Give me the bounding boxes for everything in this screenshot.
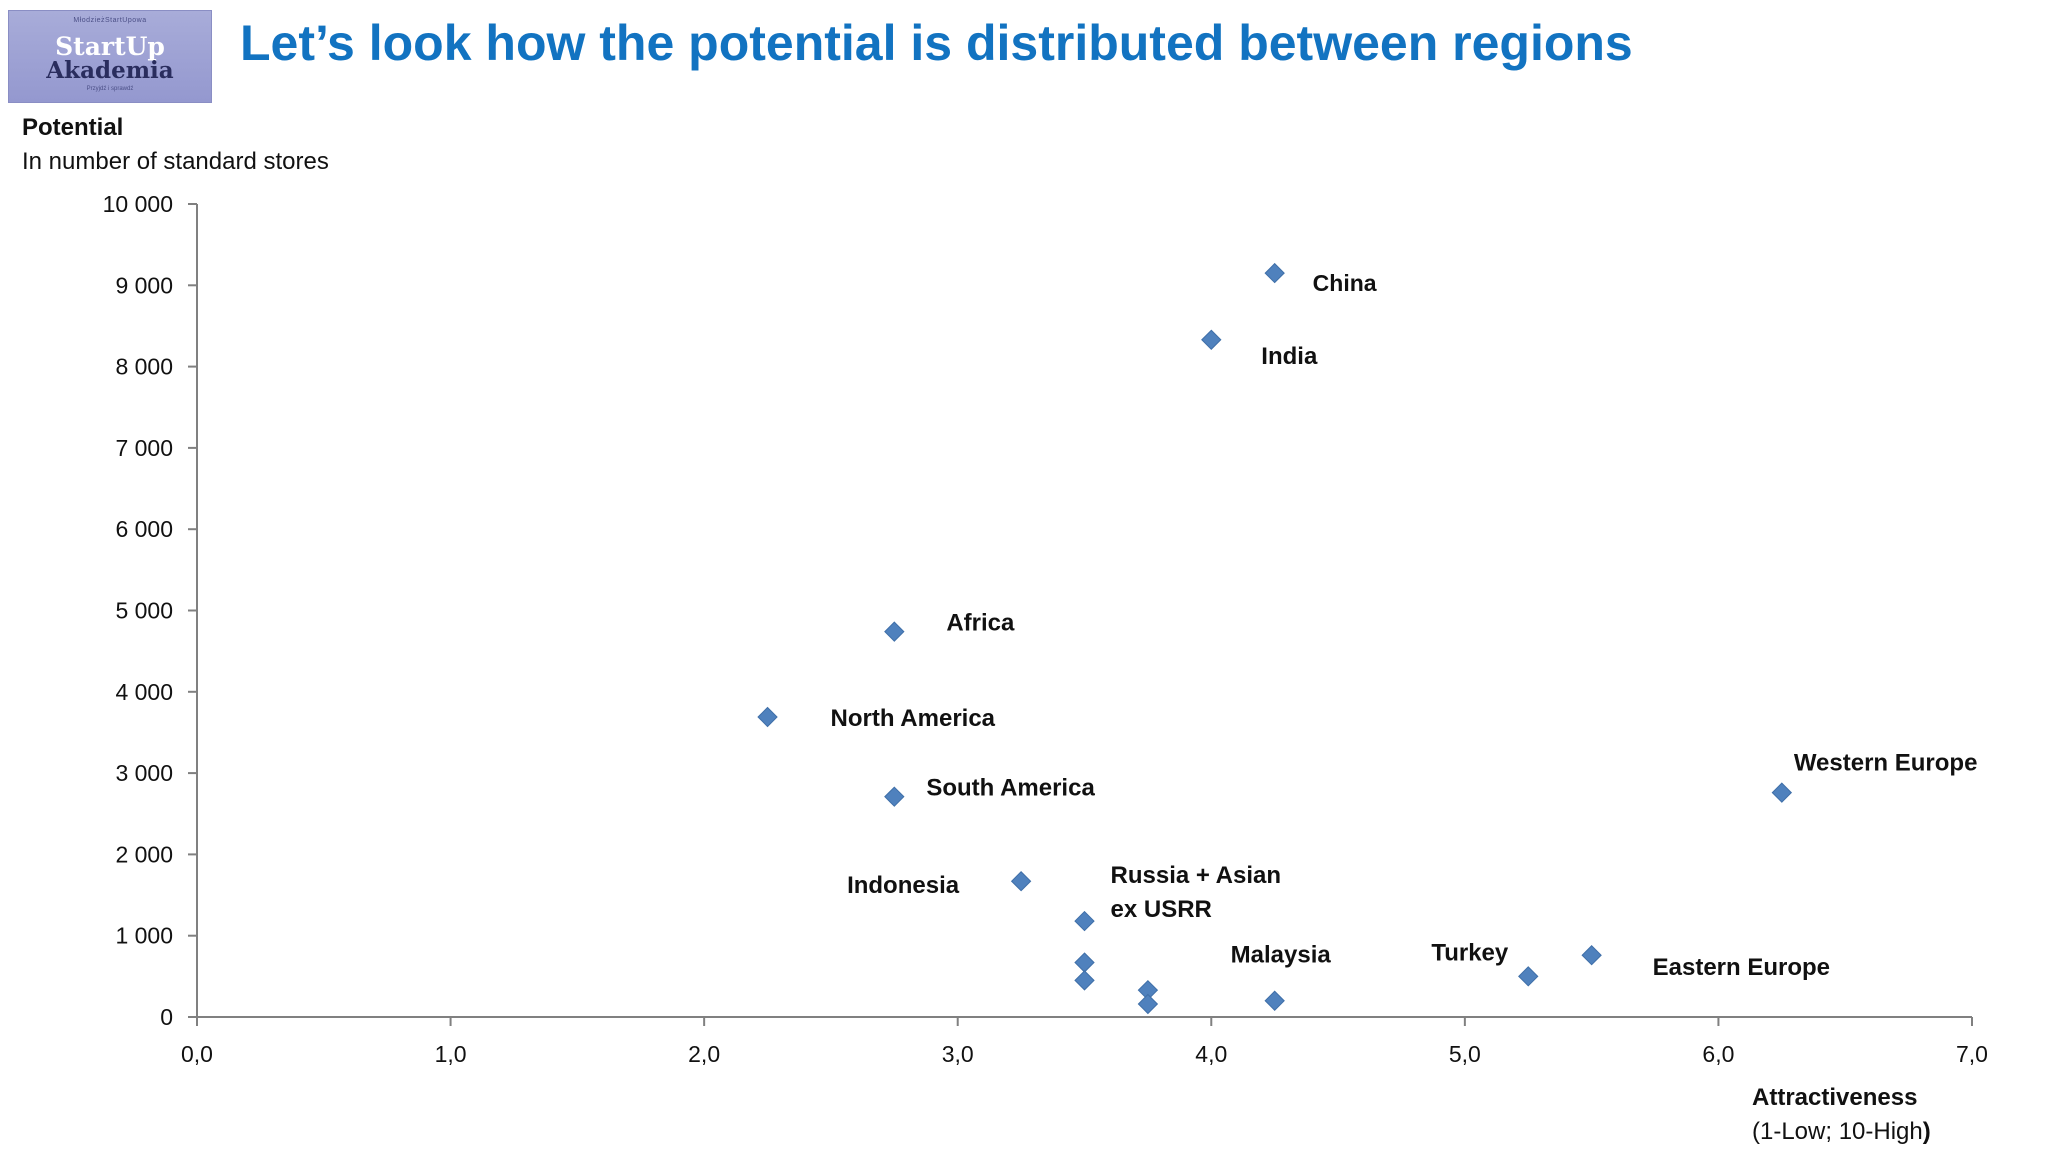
startup-akademia-logo: MłodzieżStartUpowa StartUp Akademia Przy…	[8, 10, 212, 103]
data-point	[1518, 966, 1539, 987]
data-label: South America	[926, 775, 1095, 802]
data-label: India	[1261, 343, 1318, 370]
x-tick-label: 2,0	[688, 1041, 720, 1067]
data-point	[1074, 952, 1095, 973]
y-tick-label: 5 000	[115, 598, 173, 624]
data-point	[1264, 262, 1285, 284]
data-point	[1010, 871, 1032, 892]
data-point	[1771, 782, 1793, 803]
data-label: ex USRR	[1111, 896, 1212, 923]
data-point	[1201, 329, 1222, 350]
data-point	[757, 706, 778, 728]
data-point	[884, 786, 905, 807]
x-axis-subtitle: (1-Low; 10-High)	[1752, 1118, 1931, 1146]
y-axis-subtitle: In number of standard stores	[22, 148, 329, 175]
x-tick-label: 0,0	[181, 1041, 213, 1067]
logo-bottom-text: Przyjdź i sprawdź	[86, 86, 134, 92]
data-point	[1074, 910, 1095, 932]
data-label: Eastern Europe	[1653, 954, 1830, 981]
data-label: North America	[831, 705, 996, 732]
x-tick-label: 7,0	[1956, 1041, 1988, 1067]
x-tick-label: 6,0	[1702, 1041, 1734, 1067]
y-tick-label: 9 000	[115, 272, 173, 298]
x-axis-subtitle-text: (1-Low; 10-High	[1752, 1118, 1923, 1145]
data-label: Turkey	[1431, 939, 1509, 966]
data-label: Africa	[946, 610, 1015, 637]
x-tick-label: 3,0	[942, 1041, 974, 1067]
x-tick-label: 5,0	[1449, 1041, 1481, 1067]
x-axis-subtitle-paren: )	[1922, 1118, 1931, 1145]
data-point	[1264, 990, 1285, 1011]
y-tick-label: 4 000	[115, 679, 173, 705]
y-tick-label: 10 000	[103, 191, 173, 217]
y-tick-label: 6 000	[115, 516, 173, 542]
data-label: China	[1313, 270, 1377, 296]
x-tick-label: 1,0	[435, 1041, 467, 1067]
page-title: Let’s look how the potential is distribu…	[240, 15, 1633, 71]
logo-line-akademia: Akademia	[46, 57, 174, 84]
y-tick-label: 8 000	[115, 354, 173, 380]
x-tick-label: 4,0	[1195, 1041, 1227, 1067]
data-point	[884, 621, 905, 642]
data-label: Western Europe	[1794, 750, 1978, 777]
y-axis-title: Potential	[22, 114, 124, 141]
data-label: Indonesia	[847, 872, 960, 899]
logo-line-startup: StartUp	[55, 32, 165, 61]
data-label: Russia + Asian	[1111, 862, 1282, 889]
logo-top-text: MłodzieżStartUpowa	[73, 17, 147, 24]
y-tick-label: 7 000	[115, 435, 173, 461]
y-tick-label: 1 000	[115, 923, 173, 949]
data-point	[1581, 945, 1602, 966]
x-axis-title: Attractiveness	[1752, 1084, 1918, 1111]
y-tick-label: 2 000	[115, 841, 173, 867]
y-tick-label: 3 000	[115, 760, 173, 786]
data-point	[1137, 993, 1159, 1015]
data-label: Malaysia	[1231, 942, 1332, 969]
data-point	[1074, 970, 1095, 991]
y-tick-label: 0	[160, 1004, 173, 1030]
